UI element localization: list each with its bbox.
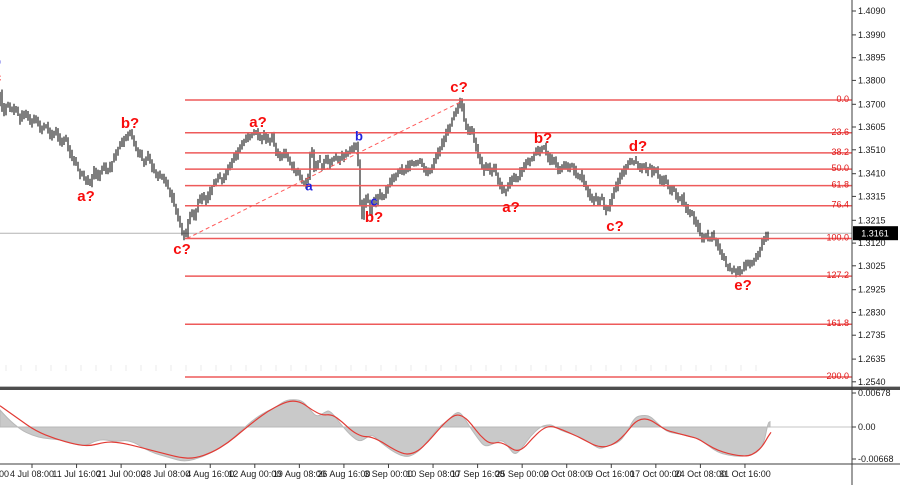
wave-label-a-6: a — [305, 178, 313, 193]
wave-label-b-7: b — [355, 128, 363, 143]
pane-separator[interactable] — [0, 387, 900, 390]
time-label-9[interactable]: 10 Sep 08:00 — [406, 469, 460, 479]
osc-scale-label-2: -0.00668 — [858, 454, 894, 464]
time-label-16[interactable]: 31 Oct 16:00 — [719, 469, 771, 479]
fib-label-127.2: 127.2 — [826, 270, 849, 280]
time-label-1[interactable]: 11 Jul 16:00 — [52, 469, 100, 479]
fib-label-161.8: 161.8 — [826, 318, 849, 328]
price-label-1.3800: 1.3800 — [858, 75, 886, 85]
price-label-1.4090: 1.4090 — [858, 6, 886, 16]
price-label-1.3120: 1.3120 — [858, 238, 886, 248]
wave-label-aq-11: a? — [502, 199, 520, 216]
time-label-partial: :00 — [0, 469, 9, 479]
day-tick-marks — [5, 365, 757, 371]
osc-scale-label-1: 0.00 — [858, 422, 876, 432]
fib-label-100.0: 100.0 — [826, 233, 849, 243]
price-label-1.3410: 1.3410 — [858, 169, 886, 179]
fib-label-61.8: 61.8 — [831, 180, 849, 190]
price-label-1.3605: 1.3605 — [858, 122, 886, 132]
price-label-1.3025: 1.3025 — [858, 261, 886, 271]
price-label-1.3990: 1.3990 — [858, 30, 886, 40]
time-label-15[interactable]: 24 Oct 08:00 — [675, 469, 727, 479]
price-label-1.2540: 1.2540 — [858, 377, 886, 387]
price-label-1.2635: 1.2635 — [858, 354, 886, 364]
fibonacci-retracement: 0.0 23.6 38.2 50.0 61.8 76.4 100.0 127.2 161.8 20… — [185, 94, 852, 381]
time-label-4[interactable]: 4 Aug 16:00 — [186, 469, 234, 479]
wave-label-eq-15: e? — [734, 277, 752, 294]
oscillator-scale-labels: 0.00678 0.00 -0.00668 — [852, 388, 894, 464]
wave-label-cq-13: c? — [606, 218, 624, 235]
price-label-1.3510: 1.3510 — [858, 145, 886, 155]
fib-label-0.0: 0.0 — [836, 94, 849, 104]
time-label-6[interactable]: 19 Aug 08:00 — [273, 469, 326, 479]
current-price-badge-value: 1.3161 — [861, 229, 889, 239]
time-label-5[interactable]: 12 Aug 00:00 — [228, 469, 281, 479]
time-label-10[interactable]: 17 Sep 16:00 — [451, 469, 505, 479]
price-label-1.2830: 1.2830 — [858, 307, 886, 317]
time-label-14[interactable]: 17 Oct 00:00 — [630, 469, 682, 479]
wave-label-aq-5: a? — [249, 114, 267, 131]
time-label-8[interactable]: 3 Sep 00:00 — [364, 469, 413, 479]
time-label-12[interactable]: 2 Oct 08:00 — [543, 469, 590, 479]
wave-label-cq-4: c? — [173, 241, 191, 258]
price-label-1.3895: 1.3895 — [858, 53, 886, 63]
price-label-1.3700: 1.3700 — [858, 99, 886, 109]
wave-label-bq-3: b? — [121, 115, 139, 132]
price-axis-labels: 1.4090 1.3990 1.3895 1.3800 1.3700 1.3605 1.35… — [852, 6, 886, 387]
wave-label-c-8: c — [370, 193, 377, 208]
price-label-1.3215: 1.3215 — [858, 215, 886, 225]
current-price-badge — [853, 226, 898, 241]
fib-label-200.0: 200.0 — [826, 371, 849, 381]
wave-label-bq-12: b? — [534, 130, 552, 147]
wave-label-dq-14: d? — [629, 138, 647, 155]
oscillator-signal-line — [0, 400, 772, 459]
time-label-0[interactable]: 4 Jul 08:00 — [10, 469, 54, 479]
fib-label-38.2: 38.2 — [831, 147, 849, 157]
wave-label-aq-2: a? — [77, 188, 95, 205]
wave-label-bq-9: b? — [365, 209, 383, 226]
price-label-1.2925: 1.2925 — [858, 285, 886, 295]
price-label-1.2735: 1.2735 — [858, 330, 886, 340]
wave-label-b-0: b — [0, 53, 1, 68]
pane-separator-highlight — [0, 386, 900, 387]
time-label-13[interactable]: 9 Oct 16:00 — [588, 469, 635, 479]
fib-label-76.4: 76.4 — [831, 200, 849, 210]
wave-label-cq-10: c? — [450, 79, 468, 96]
wave-label-c-1: c — [0, 69, 1, 86]
price-label-1.3315: 1.3315 — [858, 191, 886, 201]
time-label-11[interactable]: 25 Sep 00:00 — [495, 469, 549, 479]
fib-label-50.0: 50.0 — [831, 163, 849, 173]
fib-label-23.6: 23.6 — [831, 127, 849, 137]
trendline-dashed — [186, 100, 464, 239]
time-label-7[interactable]: 26 Aug 16:00 — [317, 469, 370, 479]
time-label-2[interactable]: 21 Jul 00:00 — [97, 469, 146, 479]
time-label-3[interactable]: 28 Jul 08:00 — [141, 469, 190, 479]
osc-scale-label-0: 0.00678 — [858, 388, 891, 398]
